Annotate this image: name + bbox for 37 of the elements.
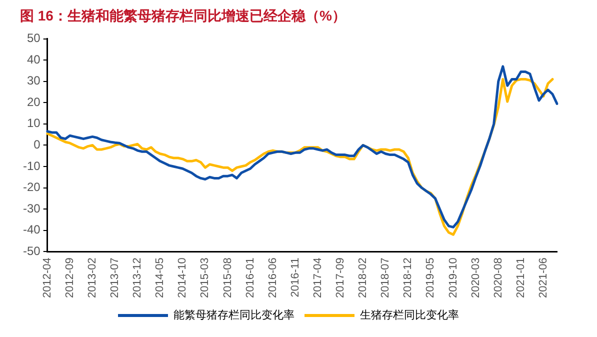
x-tick-label: 2013-12	[132, 258, 144, 298]
legend-label: 能繁母猪存栏同比变化率	[174, 308, 294, 322]
x-tick-label: 2015-03	[199, 258, 212, 298]
x-tick-label: 2018-02	[357, 258, 370, 298]
x-tick-label: 2019-10	[447, 258, 460, 298]
x-tick-label: 2016-11	[289, 258, 302, 298]
y-tick-label: -30	[23, 201, 41, 216]
x-tick-label: 2018-07	[380, 258, 392, 298]
legend-label: 生猪存栏同比变化率	[360, 308, 459, 322]
x-tick-label: 2015-08	[222, 258, 234, 298]
x-tick-label: 2013-02	[86, 258, 98, 298]
x-tick-label: 2012-04	[41, 258, 54, 298]
chart-title: 图 16：生猪和能繁母猪存栏同比增速已经企稳（%）	[20, 7, 346, 24]
x-tick-label: 2018-12	[402, 258, 414, 298]
x-tick-label: 2016-06	[266, 258, 279, 298]
x-tick-label: 2021-06	[538, 258, 550, 298]
x-tick-label: 2020-03	[470, 258, 482, 298]
y-tick-label: 0	[34, 138, 41, 152]
x-tick-label: 2017-04	[312, 258, 324, 298]
y-tick-label: -50	[23, 244, 41, 258]
y-tick-label: 50	[26, 31, 41, 46]
x-tick-label: 2012-09	[64, 258, 76, 298]
x-tick-label: 2021-01	[514, 258, 527, 298]
y-tick-label: 20	[26, 94, 41, 109]
y-tick-label: 10	[26, 116, 41, 130]
y-tick-label: -20	[23, 180, 41, 194]
x-tick-label: 2017-09	[334, 258, 347, 298]
x-tick-label: 2016-01	[244, 258, 256, 298]
y-tick-label: 30	[26, 74, 41, 88]
x-tick-label: 2020-08	[492, 258, 504, 298]
x-tick-label: 2019-05	[424, 258, 437, 298]
y-tick-label: 40	[26, 52, 41, 66]
x-tick-label: 2014-05	[154, 258, 166, 298]
x-tick-label: 2014-10	[176, 258, 189, 298]
x-tick-label: 2013-07	[109, 258, 122, 298]
y-tick-label: -10	[23, 158, 41, 173]
y-tick-label: -40	[23, 222, 41, 237]
